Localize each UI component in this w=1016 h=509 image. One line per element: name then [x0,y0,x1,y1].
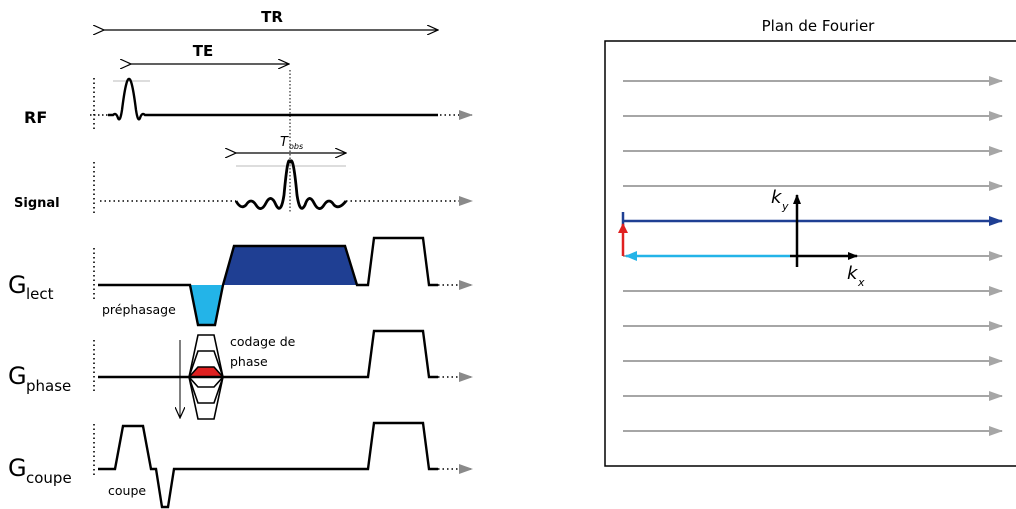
te-label: TE [193,42,213,60]
rf-row-label: RF [24,108,47,127]
codage-label-line2: phase [230,354,268,369]
g-phase-row-label: G phase [8,362,71,395]
tr-label: TR [261,8,283,26]
svg-text:coupe: coupe [26,469,72,487]
selected-phase-step [189,367,223,377]
signal-row: T obs [100,135,473,210]
svg-text:x: x [857,276,865,289]
svg-text:G: G [8,271,27,299]
g-phase-row: codage de phase [98,329,473,420]
g-coupe-row: coupe [98,421,473,509]
prephasage-lobe [190,285,223,325]
codage-label-line1: codage de [230,334,296,349]
fourier-title: Plan de Fourier [762,17,876,35]
svg-text:G: G [8,454,27,482]
prephasage-label: préphasage [102,302,176,317]
svg-text:k: k [847,263,859,284]
coupe-label: coupe [108,483,146,498]
g-lect-row: préphasage [98,236,473,327]
svg-text:G: G [8,362,27,390]
kx-label: k x [847,263,865,289]
tobs-subscript: obs [289,142,303,151]
g-coupe-row-label: G coupe [8,454,72,487]
g-lect-row-label: G lect [8,271,54,303]
phase-encoding-steps [188,334,224,420]
ky-label: k y [771,187,789,213]
tobs-label: T [280,135,289,150]
svg-text:k: k [771,187,783,208]
rf-row [90,77,473,121]
te-interval: TE [131,42,289,64]
tr-interval: TR [104,8,438,30]
signal-row-label: Signal [14,196,60,211]
readout-lobe [224,246,357,285]
fourier-frame [604,40,1016,467]
svg-text:phase: phase [26,377,71,395]
svg-text:lect: lect [26,285,54,303]
svg-text:y: y [781,200,789,213]
